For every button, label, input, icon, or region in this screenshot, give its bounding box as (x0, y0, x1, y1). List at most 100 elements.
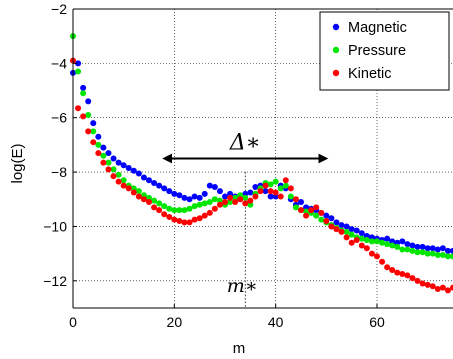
legend-marker-pressure (332, 46, 340, 54)
data-point-pressure (120, 177, 127, 184)
data-point-pressure (282, 182, 289, 189)
data-point-magnetic (419, 243, 426, 250)
data-point-magnetic (171, 190, 178, 197)
data-point-magnetic (439, 245, 446, 252)
data-point-magnetic (161, 185, 168, 192)
data-point-kinetic (348, 239, 355, 246)
x-tick-label: 40 (268, 314, 284, 330)
data-point-magnetic (348, 226, 355, 233)
data-point-pressure (424, 250, 431, 257)
tick-labels: 0 20 40 60 −12 −10 −8 −6 −4 −2 (43, 1, 385, 330)
data-point-kinetic (146, 198, 152, 205)
data-point-magnetic (100, 144, 107, 151)
data-point-kinetic (211, 205, 218, 212)
data-point-magnetic (156, 182, 163, 189)
data-point-magnetic (95, 133, 102, 140)
y-tick-label: −12 (43, 273, 67, 289)
data-point-kinetic (343, 234, 350, 241)
legend-label-magnetic: Magnetic (348, 20, 407, 36)
data-point-pressure (110, 166, 117, 173)
data-point-magnetic (298, 198, 304, 205)
data-point-pressure (272, 178, 279, 185)
data-point-kinetic (125, 185, 132, 192)
data-point-kinetic (338, 228, 345, 235)
data-point-pressure (374, 238, 380, 245)
data-point-kinetic (434, 285, 441, 292)
data-point-magnetic (85, 98, 92, 105)
data-point-magnetic (135, 170, 142, 177)
data-point-pressure (439, 251, 446, 258)
data-point-kinetic (176, 218, 183, 225)
data-point-kinetic (353, 237, 360, 244)
data-point-kinetic (237, 196, 244, 203)
legend-marker-kinetic (332, 69, 340, 77)
data-point-magnetic (262, 188, 269, 195)
data-point-magnetic (186, 196, 193, 203)
x-axis-label: m (233, 340, 246, 357)
data-point-pressure (277, 185, 284, 192)
data-point-kinetic (140, 196, 147, 203)
data-point-magnetic (222, 193, 228, 200)
data-point-magnetic (450, 247, 453, 254)
data-point-pressure (211, 196, 218, 203)
data-point-kinetic (379, 258, 386, 265)
legend-label-kinetic: Kinetic (348, 66, 392, 82)
data-point-kinetic (191, 216, 198, 223)
data-point-kinetic (394, 269, 401, 276)
data-point-pressure (166, 205, 173, 212)
data-point-kinetic (272, 189, 279, 196)
data-point-pressure (348, 231, 355, 238)
data-point-kinetic (318, 209, 325, 216)
y-tick-label: −2 (51, 1, 67, 17)
data-point-magnetic (191, 193, 198, 200)
data-point-kinetic (328, 223, 335, 230)
y-axis-label: log(E) (9, 143, 26, 183)
data-point-kinetic (399, 271, 406, 278)
data-point-pressure (267, 181, 274, 188)
data-point-magnetic (110, 155, 117, 162)
data-point-kinetic (90, 139, 97, 146)
data-point-pressure (384, 241, 391, 248)
data-point-pressure (394, 243, 401, 250)
data-point-kinetic (282, 177, 289, 184)
data-point-magnetic (424, 245, 431, 252)
data-point-pressure (196, 201, 203, 208)
data-point-magnetic (353, 227, 360, 234)
data-point-kinetic (308, 207, 315, 214)
data-point-kinetic (414, 277, 421, 284)
data-point-magnetic (434, 246, 441, 253)
x-tick-label: 60 (369, 314, 385, 330)
data-point-kinetic (292, 196, 299, 203)
data-point-kinetic (196, 215, 203, 222)
data-point-kinetic (404, 272, 411, 279)
data-point-kinetic (374, 253, 380, 260)
data-point-magnetic (115, 159, 122, 166)
data-point-kinetic (85, 128, 92, 135)
data-point-magnetic (414, 243, 421, 250)
data-point-pressure (368, 238, 375, 245)
data-point-kinetic (216, 201, 223, 208)
data-point-kinetic (287, 185, 294, 192)
mstar-label: m∗ (227, 275, 258, 297)
data-point-kinetic (181, 219, 188, 226)
data-point-kinetic (115, 178, 122, 185)
data-point-kinetic (419, 280, 426, 287)
data-point-pressure (419, 249, 426, 256)
data-point-magnetic (343, 223, 350, 230)
data-point-kinetic (130, 189, 137, 196)
data-point-pressure (115, 171, 122, 178)
data-point-magnetic (166, 188, 173, 195)
data-point-kinetic (313, 204, 320, 211)
data-point-magnetic (80, 84, 87, 91)
data-point-kinetic (186, 219, 193, 226)
data-point-pressure (75, 68, 82, 75)
x-tick-label: 0 (69, 314, 77, 330)
data-point-pressure (201, 200, 208, 207)
data-point-magnetic (75, 60, 82, 67)
data-point-kinetic (227, 194, 234, 201)
data-point-pressure (95, 141, 102, 148)
y-tick-label: −8 (51, 164, 67, 180)
data-point-kinetic (110, 173, 117, 180)
data-point-kinetic (120, 182, 127, 189)
data-point-pressure (135, 188, 142, 195)
